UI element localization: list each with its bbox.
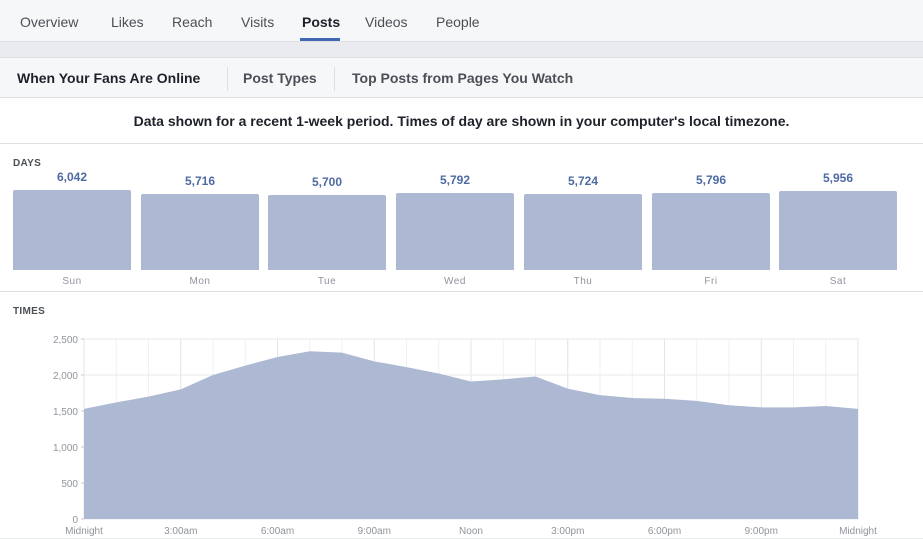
day-bar-rect — [268, 195, 386, 270]
day-bar-value: 5,724 — [567, 174, 599, 188]
y-tick-label: 500 — [61, 479, 78, 490]
period-notice: Data shown for a recent 1-week period. T… — [0, 98, 923, 144]
x-tick-label: 9:00am — [358, 526, 391, 537]
tab-posts[interactable]: Posts — [302, 14, 341, 30]
tab-reach[interactable]: Reach — [172, 14, 213, 30]
tab-videos[interactable]: Videos — [365, 14, 408, 30]
x-tick-label: 3:00pm — [551, 526, 584, 537]
y-tick-label: 1,000 — [53, 443, 78, 454]
y-tick-label: 0 — [72, 515, 78, 526]
day-bar-label: Sat — [829, 276, 847, 287]
times-area-series — [84, 351, 858, 519]
day-bar-rect — [13, 190, 131, 270]
subtab-when-fans-online[interactable]: When Your Fans Are Online — [17, 70, 201, 86]
day-bar-value: 5,792 — [439, 173, 471, 187]
x-tick-label: Noon — [459, 526, 483, 537]
tab-people[interactable]: People — [436, 14, 480, 30]
day-bar-value: 5,956 — [822, 171, 854, 185]
sub-tabs: When Your Fans Are Online Post Types Top… — [0, 58, 923, 98]
active-tab-indicator — [300, 38, 340, 41]
x-tick-label: 3:00am — [164, 526, 197, 537]
y-tick-label: 1,500 — [53, 407, 78, 418]
subtab-post-types[interactable]: Post Types — [243, 70, 317, 86]
tab-likes[interactable]: Likes — [111, 14, 144, 30]
day-bar-rect — [652, 193, 770, 270]
day-bar-rect — [141, 194, 259, 270]
day-bar-value: 6,042 — [56, 170, 88, 184]
tab-overview[interactable]: Overview — [20, 14, 79, 30]
day-bar-label: Wed — [444, 276, 466, 287]
day-bar-label: Thu — [573, 276, 593, 287]
top-navigation: Overview Likes Reach Visits Posts Videos… — [0, 0, 923, 42]
x-tick-label: 6:00am — [261, 526, 294, 537]
section-divider — [0, 291, 923, 292]
y-tick-label: 2,500 — [53, 335, 78, 346]
day-bar-rect — [779, 191, 897, 270]
day-bar-value: 5,796 — [695, 173, 727, 187]
day-bar-label: Sun — [62, 276, 82, 287]
days-section-label: DAYS — [13, 158, 42, 169]
subtab-divider — [334, 67, 335, 91]
day-bar-rect — [396, 193, 514, 270]
day-bar-label: Mon — [189, 276, 211, 287]
day-bar-value: 5,700 — [311, 175, 343, 189]
insights-panel: When Your Fans Are Online Post Types Top… — [0, 57, 923, 538]
day-bar-rect — [524, 194, 642, 270]
subtab-top-posts[interactable]: Top Posts from Pages You Watch — [352, 70, 574, 86]
times-section-label: TIMES — [13, 306, 46, 317]
x-tick-label: Midnight — [65, 526, 103, 537]
day-bar-label: Fri — [704, 276, 718, 287]
day-bar-label: Tue — [317, 276, 337, 287]
subtab-divider — [227, 67, 228, 91]
day-bar-value: 5,716 — [184, 174, 216, 188]
times-area-chart: 0 500 1,000 1,500 2,000 2,500 Midnight 3:00am 6:… — [53, 335, 877, 537]
x-tick-label: 9:00pm — [745, 526, 778, 537]
x-tick-label: Midnight — [839, 526, 877, 537]
y-tick-label: 2,000 — [53, 371, 78, 382]
tab-visits[interactable]: Visits — [241, 14, 275, 30]
x-tick-label: 6:00pm — [648, 526, 681, 537]
